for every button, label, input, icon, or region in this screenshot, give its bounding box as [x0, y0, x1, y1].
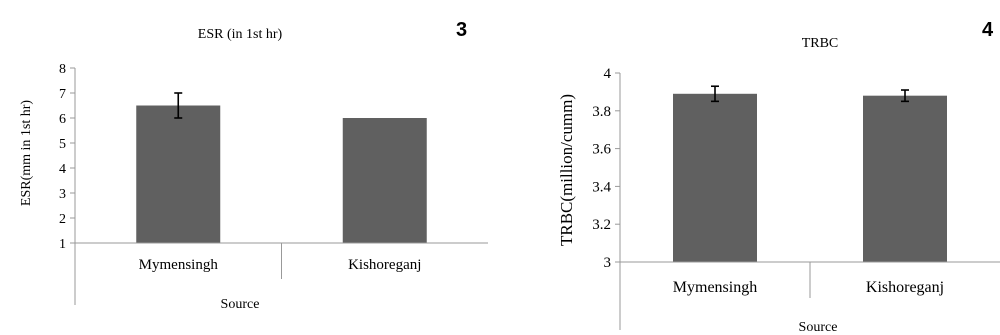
bar-mymensingh — [136, 105, 221, 243]
y-axis-label: ESR(mm in 1st hr) — [19, 100, 34, 207]
category-label: Mymensingh — [673, 279, 757, 296]
category-labels: Mymensingh Kishoreganj — [139, 257, 422, 273]
y-tick-label: 7 — [59, 87, 66, 102]
y-tick-label: 3.4 — [592, 179, 611, 195]
x-axis-label: Source — [221, 297, 260, 312]
category-label: Mymensingh — [139, 257, 219, 273]
bar-kishoreganj — [863, 95, 947, 263]
category-label: Kishoreganj — [866, 279, 944, 296]
axes — [70, 67, 488, 305]
y-tick-label: 5 — [59, 137, 66, 152]
y-tick-label: 3.8 — [592, 104, 611, 120]
bars — [673, 85, 947, 263]
panel-label-3: 3 — [456, 19, 467, 41]
y-tick-label: 4 — [604, 66, 612, 82]
y-axis-label: TRBC(million/cumm) — [557, 94, 576, 246]
bars — [136, 92, 427, 243]
y-tick-label: 8 — [59, 62, 66, 77]
y-tick-labels: 3 3.2 3.4 3.6 3.8 4 — [592, 66, 611, 271]
category-labels: Mymensingh Kishoreganj — [673, 279, 944, 296]
esr-chart: ESR (in 1st hr) ESR(mm in 1st hr) Source… — [19, 27, 488, 312]
y-tick-label: 4 — [59, 162, 66, 177]
y-tick-labels: 1 2 3 4 5 6 7 8 — [59, 62, 66, 252]
bar-kishoreganj — [342, 118, 427, 243]
y-tick-label: 6 — [59, 112, 66, 127]
y-tick-label: 3 — [604, 255, 612, 271]
panel-label-4: 4 — [982, 19, 994, 41]
category-label: Kishoreganj — [348, 257, 421, 273]
trbc-chart: TRBC TRBC(million/cumm) Source 3 3.2 3.4 3.… — [557, 36, 1000, 335]
y-tick-label: 2 — [59, 212, 66, 227]
x-axis-label: Source — [799, 320, 838, 335]
y-tick-label: 1 — [59, 237, 66, 252]
y-tick-label: 3.6 — [592, 142, 611, 158]
chart-title: ESR (in 1st hr) — [198, 27, 283, 42]
bar-mymensingh — [673, 93, 757, 262]
axes — [615, 72, 1000, 330]
chart-title: TRBC — [802, 36, 839, 51]
y-tick-label: 3.2 — [592, 217, 611, 233]
y-tick-label: 3 — [59, 187, 66, 202]
